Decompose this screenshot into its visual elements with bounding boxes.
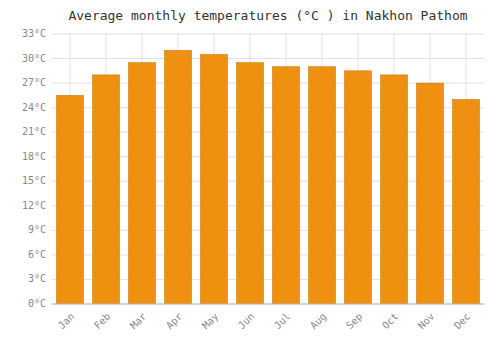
x-tick-label: Feb (92, 311, 113, 332)
x-tick-label: Sep (344, 311, 365, 332)
y-tick-label: 18°C (22, 151, 46, 162)
bar (273, 67, 300, 304)
bar (165, 50, 192, 304)
bar (237, 63, 264, 304)
bar (93, 75, 120, 304)
x-tick-label: May (200, 311, 221, 332)
bar (129, 63, 156, 304)
x-tick-label: Oct (380, 311, 401, 332)
page: {"chart_data": {"type": "bar", "title": … (0, 0, 500, 350)
x-axis-line (52, 304, 484, 305)
y-tick-label: 15°C (22, 175, 46, 186)
x-tick-label: Apr (164, 311, 185, 332)
x-tick-label: Aug (308, 311, 329, 332)
y-tick-label: 21°C (22, 126, 46, 137)
y-grid-line (52, 304, 484, 305)
bar (345, 71, 372, 304)
x-tick-label: Jun (236, 311, 257, 332)
x-tick-label: Mar (128, 311, 149, 332)
bar (201, 54, 228, 304)
x-tick-label: Nov (416, 311, 437, 332)
bar (417, 83, 444, 304)
y-tick-label: 12°C (22, 200, 46, 211)
y-tick-label: 33°C (22, 28, 46, 39)
y-tick-label: 24°C (22, 102, 46, 113)
y-grid-line (52, 34, 484, 35)
y-tick-label: 30°C (22, 53, 46, 64)
x-tick-label: Dec (452, 311, 473, 332)
x-tick-label: Jan (56, 311, 77, 332)
y-tick-label: 27°C (22, 77, 46, 88)
y-tick-label: 3°C (28, 273, 46, 284)
y-grid-line (52, 58, 484, 59)
bar (309, 67, 336, 304)
chart: 0°C 3°C 6°C 9°C 12°C 15°C 18°C 21°C 24°C 27°C 30°C… (0, 0, 500, 350)
x-tick-label: Jul (272, 311, 293, 332)
bar (453, 99, 480, 304)
bars (57, 50, 480, 304)
title: Average monthly temperatures (°C ) in Na… (68, 8, 467, 23)
bar (381, 75, 408, 304)
grid (52, 34, 484, 304)
y-tick-label: 0°C (28, 298, 46, 309)
y-tick-label: 6°C (28, 249, 46, 260)
y-tick-label: 9°C (28, 224, 46, 235)
bar (57, 95, 84, 304)
ticks: 0°C 3°C 6°C 9°C 12°C 15°C 18°C 21°C 24°C 27°C 30°C… (22, 28, 473, 331)
